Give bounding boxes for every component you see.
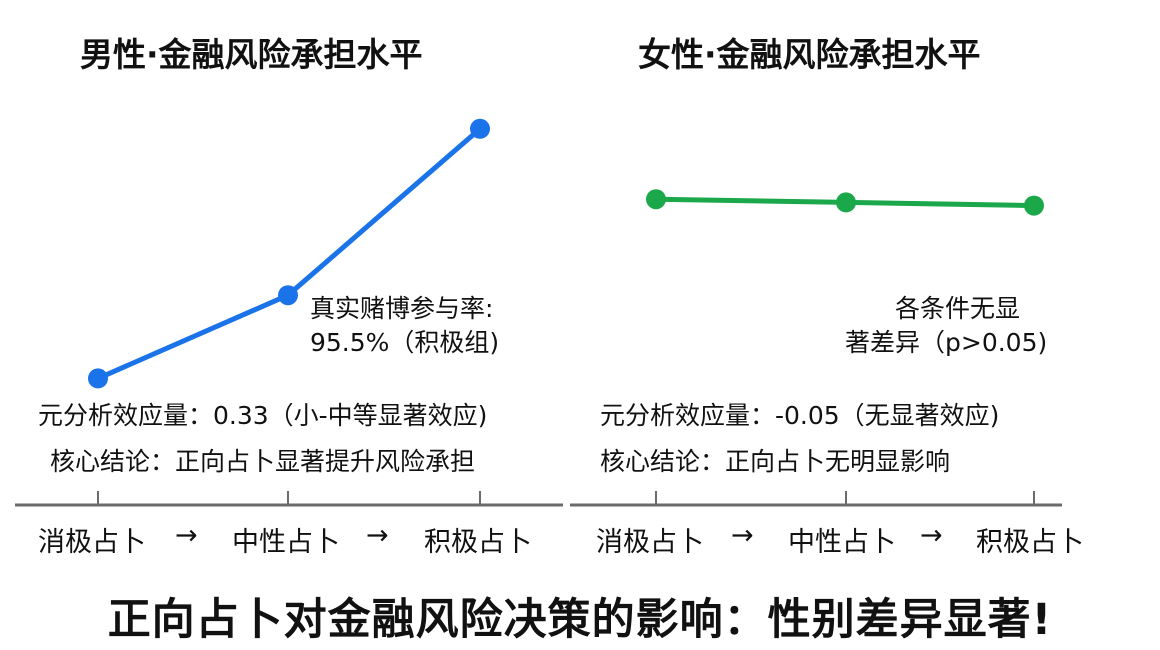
right-data-point-3	[1024, 195, 1044, 216]
right-cat-2: 中性占卜	[788, 527, 896, 558]
left-data-point-1	[88, 368, 108, 389]
left-point-note: 真实赌博参与率: 95.5%（积极组)	[310, 292, 499, 360]
left-cat-1: 消极占卜	[38, 527, 146, 558]
right-arrow-1: →	[731, 520, 754, 551]
right-conclusion: 核心结论：正向占卜无明显影响	[600, 447, 951, 476]
left-data-point-2	[278, 285, 298, 306]
left-point-note-line2: 95.5%（积极组)	[310, 328, 500, 357]
right-point-note-line1: 各条件无显	[895, 294, 1021, 323]
left-cat-2: 中性占卜	[232, 527, 340, 558]
left-effect-size: 元分析效应量：0.33（小-中等显著效应)	[38, 401, 488, 430]
left-arrow-2: →	[366, 520, 389, 551]
left-cat-3: 积极占卜	[424, 527, 532, 558]
right-data-point-1	[646, 189, 666, 210]
right-effect-size: 元分析效应量：-0.05（无显著效应)	[600, 401, 1000, 430]
left-chart-title: 男性·金融风险承担水平	[80, 35, 423, 74]
right-arrow-2: →	[920, 520, 943, 551]
right-data-point-2	[836, 192, 856, 213]
right-chart-title: 女性·金融风险承担水平	[638, 35, 981, 74]
right-point-note-line2: 著差异（p>0.05)	[845, 328, 1048, 357]
main-title: 正向占卜对金融风险决策的影响：性别差异显著!	[107, 595, 1053, 645]
right-cat-1: 消极占卜	[596, 527, 704, 558]
right-cat-3: 积极占卜	[976, 527, 1084, 558]
right-point-note: 各条件无显 著差异（p>0.05)	[845, 292, 1047, 360]
left-point-note-line1: 真实赌博参与率:	[310, 294, 494, 323]
left-conclusion: 核心结论：正向占卜显著提升风险承担	[50, 447, 476, 476]
left-data-point-3	[470, 118, 490, 139]
left-arrow-1: →	[175, 520, 198, 551]
